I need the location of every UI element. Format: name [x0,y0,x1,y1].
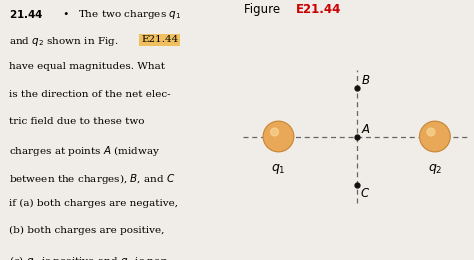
Text: and $q_2$ shown in Fig.: and $q_2$ shown in Fig. [9,35,119,48]
Circle shape [263,121,294,152]
Circle shape [264,122,292,151]
Circle shape [271,128,279,136]
Text: The two charges $q_1$: The two charges $q_1$ [78,8,182,21]
Text: E21.44: E21.44 [296,3,342,16]
Text: $q_1$: $q_1$ [271,161,286,176]
Text: $\mathbf{21.44}$: $\mathbf{21.44}$ [9,8,44,20]
Text: $\bullet$: $\bullet$ [62,8,68,17]
Text: (c) $q_1$ is positive and $q_2$ is neg-: (c) $q_1$ is positive and $q_2$ is neg- [9,254,172,260]
Text: charges at points $A$ (midway: charges at points $A$ (midway [9,144,161,158]
Text: if (a) both charges are negative,: if (a) both charges are negative, [9,199,179,208]
Text: $\mathit{A}$: $\mathit{A}$ [361,123,371,136]
Text: E21.44: E21.44 [141,35,178,44]
Text: $q_2$: $q_2$ [428,161,442,176]
Text: $\mathit{B}$: $\mathit{B}$ [361,74,370,87]
Text: (b) both charges are positive,: (b) both charges are positive, [9,226,165,235]
Text: between the charges), $B$, and $C$: between the charges), $B$, and $C$ [9,172,176,186]
Circle shape [421,122,449,151]
Text: tric field due to these two: tric field due to these two [9,117,145,126]
Text: have equal magnitudes. What: have equal magnitudes. What [9,62,165,72]
Circle shape [419,121,450,152]
Text: Figure: Figure [244,3,284,16]
Text: $\mathit{C}$: $\mathit{C}$ [360,187,370,200]
Circle shape [427,128,435,136]
Text: is the direction of the net elec-: is the direction of the net elec- [9,90,171,99]
